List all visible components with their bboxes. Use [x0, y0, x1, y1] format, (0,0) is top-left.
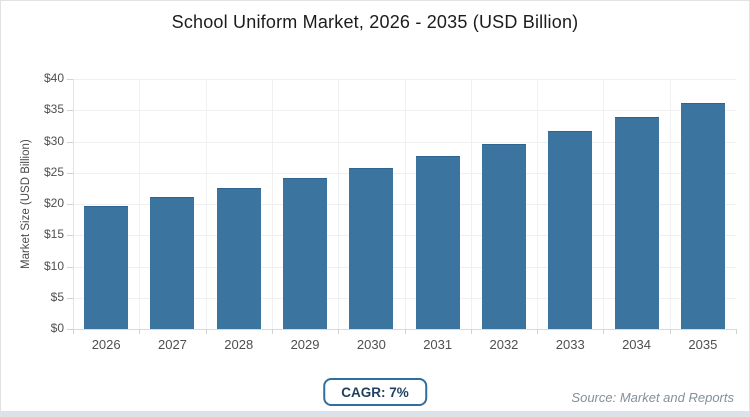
bar-2028: [216, 187, 261, 329]
x-tick-mark: [669, 329, 671, 334]
y-tick-mark: [67, 172, 73, 174]
h-gridline: [73, 297, 736, 299]
y-tick-label: $35: [43, 102, 64, 117]
x-tick-mark: [205, 329, 207, 334]
y-tick-mark: [67, 110, 73, 112]
bar-2026: [84, 205, 129, 329]
y-tick-label: $40: [43, 71, 64, 85]
y-tick-mark: [67, 79, 73, 80]
x-tick-mark: [736, 329, 737, 334]
h-gridline: [73, 141, 736, 143]
x-tick-mark: [470, 329, 472, 334]
x-tick-mark: [73, 329, 74, 334]
x-tick-label: 2026: [91, 337, 121, 352]
y-tick-label: $15: [43, 227, 64, 242]
x-tick-label: 2034: [622, 337, 651, 352]
bar-2027: [150, 197, 195, 329]
x-tick-label: 2032: [489, 337, 519, 352]
y-tick-label: $30: [43, 133, 64, 148]
x-tick-mark: [404, 329, 406, 334]
bar-2034: [614, 117, 659, 329]
y-tick-label: $0: [50, 321, 64, 335]
cagr-label: CAGR: 7%: [341, 384, 409, 400]
bar-2029: [283, 177, 328, 329]
x-tick-label: 2027: [157, 337, 187, 352]
source-text: Source: Market and Reports: [571, 390, 734, 405]
x-tick-label: 2031: [423, 337, 453, 352]
h-gridline: [73, 204, 736, 205]
h-gridline: [73, 172, 736, 174]
bottom-accent-strip: [1, 411, 749, 416]
y-tick-mark: [67, 141, 73, 143]
h-gridline: [73, 79, 736, 80]
x-tick-mark: [537, 329, 539, 334]
y-tick-label: $20: [43, 196, 64, 210]
y-tick-mark: [67, 235, 73, 237]
y-axis-line: [73, 79, 74, 329]
y-tick-label: $25: [43, 164, 64, 179]
bar-2032: [481, 144, 526, 329]
bar-2030: [349, 167, 394, 329]
x-tick-mark: [603, 329, 605, 334]
y-tick-label: $10: [43, 258, 64, 273]
chart-title: School Uniform Market, 2026 - 2035 (USD …: [171, 12, 579, 32]
bar-2031: [415, 155, 460, 329]
x-tick-label: 2033: [555, 337, 585, 352]
y-tick-mark: [67, 204, 73, 205]
bar-2035: [680, 102, 725, 329]
x-tick-label: 2029: [290, 337, 320, 352]
h-gridline: [73, 266, 736, 268]
x-tick-label: 2030: [356, 337, 386, 352]
x-tick-mark: [139, 329, 141, 334]
x-tick-mark: [338, 329, 340, 334]
y-tick-mark: [67, 266, 73, 268]
bar-2033: [548, 130, 593, 329]
y-tick-label: $5: [50, 289, 64, 304]
h-gridline: [73, 235, 736, 237]
h-gridline: [73, 110, 736, 112]
cagr-badge: CAGR: 7%: [323, 378, 427, 406]
y-tick-mark: [67, 329, 73, 330]
x-tick-mark: [271, 329, 273, 334]
y-tick-mark: [67, 297, 73, 299]
x-tick-label: 2035: [688, 337, 718, 352]
x-tick-label: 2028: [224, 337, 254, 352]
